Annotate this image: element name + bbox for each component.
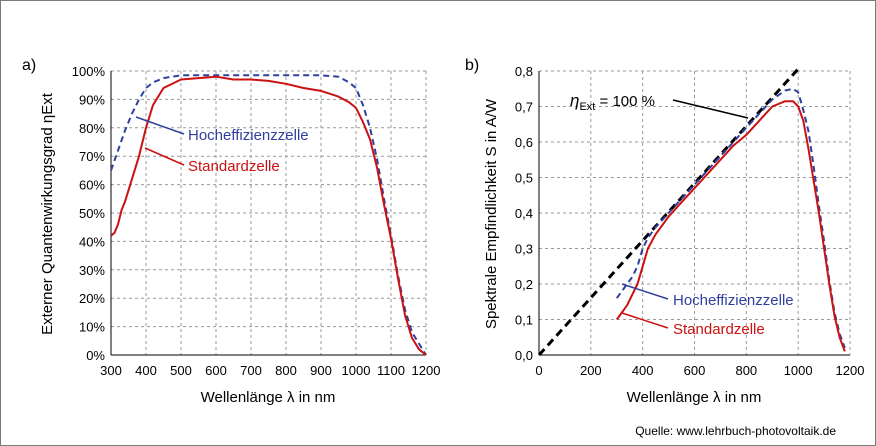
x-tick-label: 1000 — [342, 363, 371, 378]
x-tick-label: 800 — [275, 363, 297, 378]
x-tick-label: 1100 — [377, 363, 405, 378]
annotations-b: ηExt = 100 % Hocheffizienzzelle Standardze… — [570, 91, 794, 338]
y-axis-label-a: Externer Quantenwirkungsgrad ηExt — [39, 92, 56, 335]
y-tick-label: 20% — [79, 291, 105, 306]
y-tick-label: 100% — [72, 64, 106, 79]
x-tick-label: 900 — [310, 363, 332, 378]
x-tick-label: 1000 — [784, 363, 813, 378]
x-tick-label: 600 — [684, 363, 706, 378]
series-hocheffizienzzelle-a — [110, 74, 427, 356]
y-axis-label-b: Spektrale Empfindlichkeit S in A/W — [483, 98, 500, 329]
leader-line-eta — [672, 99, 749, 119]
label-eta-100: ηExt = 100 % — [570, 91, 655, 113]
leader-line-high-a — [135, 116, 185, 135]
panel-label-a: a) — [22, 57, 36, 74]
ticks-a: 300 400 500 600 700 800 900 1000 1100 1200 0% 10% 20… — [72, 64, 441, 378]
x-tick-label: 300 — [100, 363, 122, 378]
label-standardzelle-b: Standardzelle — [673, 321, 765, 338]
grid-a — [110, 70, 427, 356]
leader-line-std-b — [621, 312, 669, 329]
annotations-a: Hocheffizienzzelle Standardzelle — [135, 116, 309, 175]
x-tick-label: 400 — [632, 363, 654, 378]
leader-line-high-b — [621, 283, 669, 300]
grid-b — [538, 70, 851, 356]
y-tick-label: 0,5 — [515, 171, 533, 186]
x-axis-label-b: Wellenlänge λ in nm — [627, 389, 762, 406]
ticks-b: 0 200 400 600 800 1000 1200 0,0 0,1 0,2 0,3 0,4 0,5 0… — [515, 64, 865, 378]
source-credit: Quelle: www.lehrbuch-photovoltaik.de — [635, 424, 836, 438]
y-tick-label: 0,6 — [515, 135, 533, 150]
x-axis-label-a: Wellenlänge λ in nm — [201, 389, 336, 406]
y-tick-label: 60% — [79, 178, 105, 193]
series-standardzelle-a — [110, 75, 427, 356]
chart-b: b) 0 200 400 600 800 1000 12000,00,10,20,30,40… — [465, 57, 864, 406]
leader-line-std-a — [144, 147, 185, 166]
y-tick-label: 10% — [79, 320, 105, 335]
label-standardzelle-a: Standardzelle — [188, 158, 280, 175]
y-tick-label: 80% — [79, 121, 105, 136]
y-tick-label: 90% — [79, 92, 105, 107]
series-a — [110, 74, 427, 356]
x-tick-label: 700 — [240, 363, 262, 378]
y-tick-label: 30% — [79, 263, 105, 278]
series-b — [537, 67, 846, 357]
label-hocheffizienzzelle-b: Hocheffizienzzelle — [673, 292, 794, 309]
x-tick-label: 400 — [135, 363, 157, 378]
x-tick-label: 0 — [535, 363, 542, 378]
label-hocheffizienzzelle-a: Hocheffizienzzelle — [188, 127, 309, 144]
x-tick-label: 1200 — [836, 363, 865, 378]
x-tick-label: 600 — [205, 363, 227, 378]
y-tick-label: 0,0 — [515, 348, 533, 363]
y-tick-label: 0% — [86, 348, 105, 363]
y-tick-label: 0,4 — [515, 206, 533, 221]
chart-a: a) 300 400 500 600 700 800 900 1000 1100 1200 0% 10… — [22, 57, 440, 406]
y-tick-label: 70% — [79, 149, 105, 164]
y-tick-label: 40% — [79, 234, 105, 249]
series-hocheffizienzzelle-b — [615, 87, 846, 349]
x-tick-label: 200 — [580, 363, 602, 378]
x-tick-label: 500 — [170, 363, 192, 378]
y-tick-label: 50% — [79, 206, 105, 221]
panel-label-b: b) — [465, 57, 479, 74]
y-tick-label: 0,1 — [515, 313, 533, 328]
x-tick-label: 1200 — [412, 363, 441, 378]
y-tick-label: 0,7 — [515, 100, 533, 115]
y-tick-label: 0,8 — [515, 64, 533, 79]
y-tick-label: 0,3 — [515, 242, 533, 257]
x-tick-label: 800 — [735, 363, 757, 378]
series-standardzelle-b — [615, 100, 846, 352]
y-tick-label: 0,2 — [515, 277, 533, 292]
